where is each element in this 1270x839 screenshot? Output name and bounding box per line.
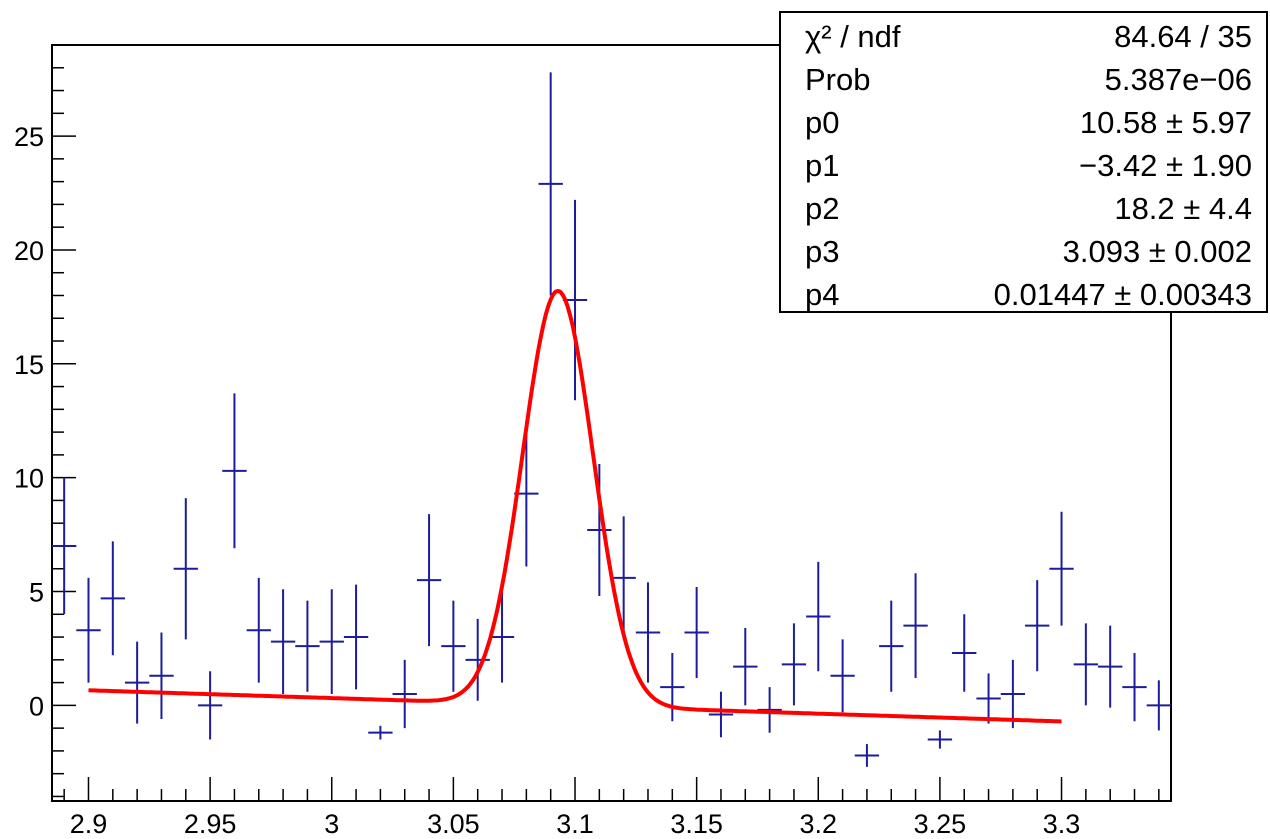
data-point	[1025, 580, 1050, 672]
data-point	[76, 577, 101, 683]
y-tick-label: 10	[14, 464, 44, 494]
fit-stats-box: χ² / ndf 84.64 / 35 Prob 5.387e−06 p0 10…	[779, 11, 1268, 313]
fit-curve	[88, 288, 1062, 724]
stat-row-p3: p3 3.093 ± 0.002	[805, 232, 1252, 272]
data-point	[660, 652, 685, 722]
data-point	[173, 498, 198, 640]
data-point	[100, 541, 125, 656]
data-point	[149, 632, 174, 720]
data-point	[1098, 625, 1123, 708]
stat-row-p1: p1 −3.42 ± 1.90	[805, 146, 1252, 186]
data-point	[684, 586, 709, 679]
x-tick-label: 3.15	[670, 809, 723, 839]
x-tick-label: 3.2	[799, 809, 837, 839]
x-tick-label: 3	[324, 809, 339, 839]
data-point	[903, 573, 928, 679]
data-point	[1122, 652, 1147, 722]
data-point	[927, 730, 953, 749]
x-tick-label: 2.9	[70, 809, 108, 839]
data-point	[295, 600, 320, 692]
data-point	[52, 477, 77, 615]
x-axis: 2.9 2.95 3 3.05 3.1 3.15 3.2 3.25 3.3	[63, 777, 1160, 839]
stat-value: 0.01447 ± 0.00343	[993, 277, 1252, 312]
x-tick-label: 3.3	[1043, 809, 1081, 839]
data-point	[368, 725, 393, 740]
data-point	[733, 627, 758, 706]
y-tick-label: 0	[29, 691, 44, 721]
data-point	[197, 671, 223, 740]
data-point	[952, 614, 977, 692]
data-points	[52, 72, 1171, 767]
y-tick-label: 15	[14, 350, 44, 380]
data-point	[830, 639, 855, 713]
stat-name: p0	[805, 105, 840, 140]
data-point	[270, 589, 296, 694]
data-point	[124, 641, 150, 724]
data-point	[854, 744, 880, 767]
stat-name: p3	[805, 234, 840, 269]
stat-value: 84.64 / 35	[1114, 19, 1252, 54]
plot-frame	[51, 44, 1172, 802]
data-point	[222, 393, 247, 549]
data-point	[392, 659, 417, 729]
stat-value: 18.2 ± 4.4	[1114, 191, 1252, 226]
data-point	[538, 72, 563, 296]
x-tick-label: 3.1	[556, 809, 594, 839]
stat-name: p4	[805, 277, 840, 312]
data-point	[708, 691, 734, 738]
data-point	[781, 623, 807, 706]
stat-name: p2	[805, 191, 840, 226]
stat-name: χ² / ndf	[805, 19, 901, 54]
data-point	[489, 591, 515, 683]
data-point	[1073, 623, 1099, 706]
stat-row-p4: p4 0.01447 ± 0.00343	[805, 275, 1252, 315]
data-point	[587, 463, 612, 597]
data-point	[611, 516, 636, 640]
data-point	[343, 584, 369, 690]
stat-row-prob: Prob 5.387e−06	[805, 60, 1252, 100]
stat-value: 3.093 ± 0.002	[1062, 234, 1252, 269]
stat-value: 10.58 ± 5.97	[1079, 105, 1252, 140]
data-point	[806, 561, 831, 672]
data-point	[1049, 511, 1074, 626]
data-point	[879, 600, 904, 692]
stat-name: Prob	[805, 62, 871, 97]
y-axis: 0 5 10 15 20 25	[14, 44, 76, 798]
data-point	[1000, 659, 1026, 729]
data-point	[465, 618, 490, 701]
data-point	[976, 673, 1001, 724]
data-point	[441, 600, 466, 692]
x-tick-label: 3.25	[914, 809, 967, 839]
stat-value: 5.387e−06	[1104, 62, 1252, 97]
stat-value: −3.42 ± 1.90	[1078, 148, 1252, 183]
stat-row-chi2: χ² / ndf 84.64 / 35	[805, 17, 1252, 57]
data-point	[635, 582, 661, 683]
y-tick-label: 5	[29, 578, 44, 608]
y-tick-label: 25	[14, 122, 44, 152]
x-tick-label: 3.05	[427, 809, 480, 839]
y-tick-label: 20	[14, 236, 44, 266]
stat-name: p1	[805, 148, 840, 183]
data-point	[1146, 680, 1171, 731]
stat-row-p2: p2 18.2 ± 4.4	[805, 189, 1252, 229]
data-point	[416, 514, 442, 647]
stat-row-p0: p0 10.58 ± 5.97	[805, 103, 1252, 143]
x-tick-label: 2.95	[184, 809, 237, 839]
data-point	[319, 589, 344, 694]
data-point	[246, 577, 271, 683]
